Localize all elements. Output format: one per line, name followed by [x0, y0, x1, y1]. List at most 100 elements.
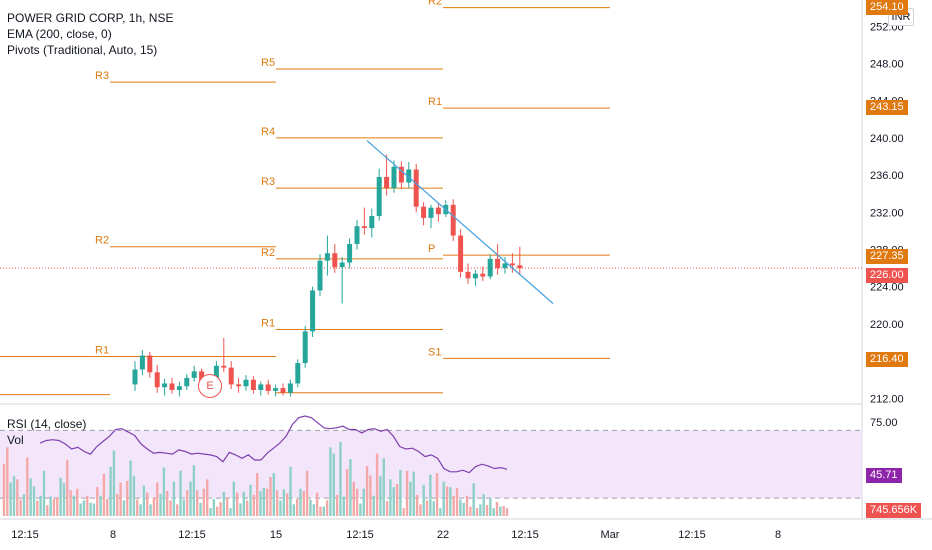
volume-bar	[305, 470, 309, 516]
volume-bar	[176, 504, 179, 516]
volume-bar	[52, 498, 56, 516]
volume-bar	[255, 473, 259, 516]
candle	[310, 290, 316, 332]
volume-bar	[275, 490, 279, 516]
volume-bar	[355, 488, 359, 516]
volume-bar	[502, 505, 505, 516]
volume-indicator-label[interactable]: Vol	[7, 433, 24, 447]
time-tick-label: 8	[110, 529, 116, 541]
volume-bar	[379, 476, 382, 516]
volume-bar	[229, 508, 232, 516]
volume-bar	[282, 489, 286, 516]
candle	[191, 371, 197, 378]
volume-bar	[329, 447, 332, 516]
volume-bar	[385, 501, 389, 516]
candle	[243, 379, 249, 387]
volume-bar	[132, 476, 136, 516]
volume-bar	[372, 495, 375, 516]
volume-bar	[92, 503, 96, 516]
volume-bar	[232, 481, 236, 516]
trendline[interactable]	[366, 140, 554, 304]
volume-bar	[479, 504, 482, 516]
candle	[517, 265, 523, 269]
volume-bar	[485, 505, 489, 516]
volume-bar	[269, 477, 272, 516]
volume-bar	[235, 492, 239, 516]
pivot-label-r2: R2	[95, 235, 109, 247]
volume-bar	[279, 500, 282, 516]
volume-bar	[96, 487, 99, 516]
volume-bar	[332, 453, 335, 516]
volume-bar	[415, 494, 419, 516]
volume-bar	[225, 497, 229, 516]
rsi-line	[39, 415, 508, 474]
candle	[221, 365, 227, 368]
volume-bar	[122, 500, 126, 516]
volume-bar	[196, 490, 199, 516]
pivot-label-p: P	[428, 243, 435, 255]
volume-bar	[72, 495, 76, 516]
candle	[458, 235, 464, 272]
price-tick-label: 224.00	[870, 282, 904, 294]
volume-bar	[435, 473, 439, 516]
candle	[487, 258, 493, 277]
pivots-indicator-label[interactable]: Pivots (Traditional, Auto, 15)	[7, 43, 158, 57]
rsi-indicator-label[interactable]: RSI (14, close)	[7, 417, 87, 431]
candle	[302, 331, 308, 363]
volume-bar	[142, 485, 146, 516]
volume-bar	[489, 498, 492, 516]
volume-bar	[285, 493, 289, 516]
time-tick-label: 15	[270, 529, 282, 541]
pivot-label-r3: R3	[261, 176, 275, 188]
volume-bar	[212, 498, 216, 516]
volume-bar	[459, 499, 462, 516]
volume-bar	[182, 499, 186, 516]
volume-bar	[136, 499, 139, 516]
candle	[509, 263, 515, 266]
volume-bar	[242, 491, 246, 516]
candle	[154, 372, 160, 388]
candle	[147, 355, 153, 373]
candle	[213, 365, 219, 381]
volume-bar	[39, 495, 42, 516]
volume-bar	[365, 466, 369, 516]
volume-bar	[19, 499, 22, 516]
volume-bar	[352, 481, 355, 516]
pivot-label-r2: R2	[428, 0, 442, 8]
candle	[339, 262, 345, 268]
volume-bar	[462, 502, 465, 516]
volume-bar	[69, 490, 72, 516]
pivot-label-r5: R5	[261, 57, 275, 69]
volume-bar	[405, 470, 409, 516]
volume-bar	[192, 465, 196, 516]
ema-indicator-label[interactable]: EMA (200, close, 0)	[7, 27, 112, 41]
candle	[332, 253, 338, 268]
volume-bar	[9, 482, 12, 516]
volume-bar	[209, 508, 212, 516]
volume-bar	[119, 482, 122, 516]
volume-bar	[469, 506, 472, 516]
volume-bar	[99, 495, 102, 516]
pivot-r1-badge: 243.15	[866, 100, 908, 115]
candle	[273, 388, 279, 391]
volume-bar	[102, 473, 106, 516]
r2-top-badge: 254.10	[866, 0, 908, 15]
earnings-marker[interactable]: E	[198, 374, 222, 398]
candle	[250, 379, 256, 390]
volume-bar	[76, 488, 79, 516]
volume-bar	[392, 487, 395, 516]
volume-bar	[325, 500, 329, 516]
volume-bar	[422, 484, 425, 516]
candle	[428, 207, 434, 218]
volume-bar	[62, 483, 66, 516]
volume-bar	[16, 479, 19, 516]
volume-value-badge: 745.656K	[866, 503, 922, 518]
price-tick-label: 220.00	[870, 319, 904, 331]
volume-bar	[46, 505, 49, 516]
last-price-badge: 226.00	[866, 268, 908, 283]
candle	[472, 273, 478, 279]
pivot-label-r1: R1	[95, 344, 109, 356]
candle	[236, 384, 242, 387]
candle	[287, 383, 293, 393]
